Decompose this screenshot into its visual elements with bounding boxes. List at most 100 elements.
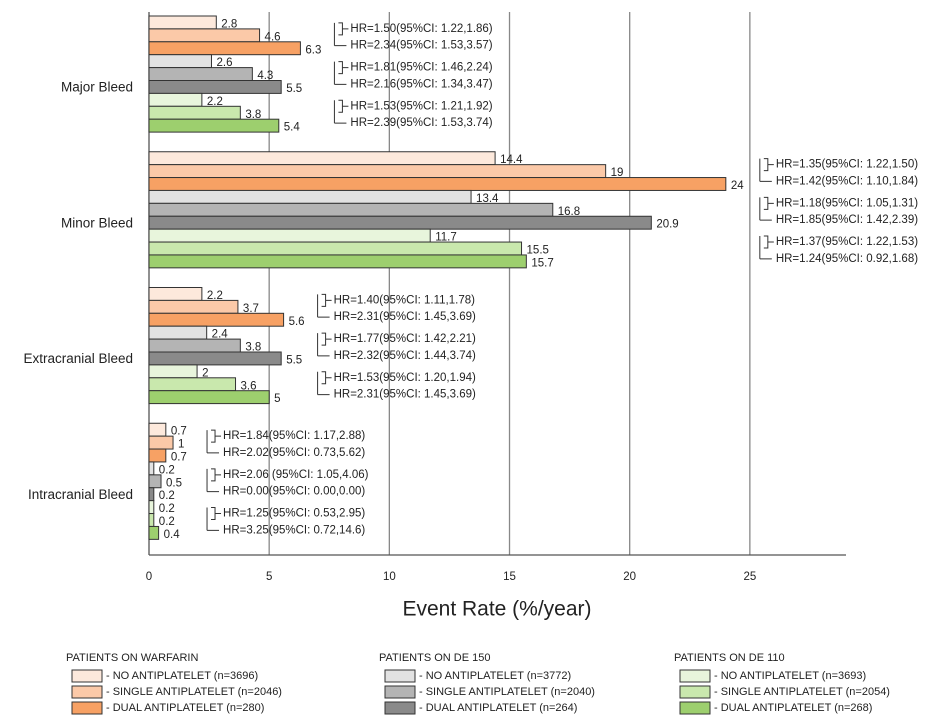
bar <box>148 92 203 107</box>
value-label: 6.3 <box>305 44 321 56</box>
category-label: Intracranial Bleed <box>28 487 133 502</box>
bar <box>148 189 472 204</box>
value-label: 24 <box>731 180 744 192</box>
bar <box>148 80 282 94</box>
hr-annotation: HR=1.37(95%CI: 1.22,1.53) <box>776 236 918 248</box>
bar <box>148 254 527 269</box>
category-label: Major Bleed <box>61 80 133 95</box>
value-label: 5.6 <box>289 316 305 328</box>
bracket <box>759 158 774 182</box>
bar <box>148 228 431 243</box>
value-label: 16.8 <box>558 206 580 218</box>
legend-label: - SINGLE ANTIPLATELET (n=2054) <box>714 686 890 698</box>
bar <box>148 241 523 256</box>
hr-annotation: HR=2.31(95%CI: 1.45,3.69) <box>334 311 476 323</box>
hr-annotation: HR=2.06 (95%CI: 1.05,4.06) <box>223 469 369 481</box>
value-label: 11.7 <box>435 232 457 244</box>
bar <box>148 15 217 30</box>
legend-swatch <box>384 701 416 715</box>
value-label: 4.3 <box>257 70 273 82</box>
value-label: 15.5 <box>527 245 549 257</box>
bar <box>148 435 174 450</box>
value-label: 3.7 <box>243 303 259 315</box>
value-label: 4.6 <box>265 31 281 43</box>
legend-group-title: PATIENTS ON WARFARIN <box>66 652 198 664</box>
hr-annotation: HR=0.00(95%CI: 0.00,0.00) <box>223 486 365 498</box>
hr-annotation: HR=2.16(95%CI: 1.34,3.47) <box>350 78 492 90</box>
hr-annotation: HR=1.77(95%CI: 1.42,2.21) <box>334 333 476 345</box>
value-label: 0.2 <box>159 503 175 515</box>
legend-group-title: PATIENTS ON DE 150 <box>379 652 490 664</box>
legend-swatch <box>384 685 416 699</box>
value-label: 2.8 <box>221 18 237 30</box>
bracket <box>317 293 332 318</box>
value-label: 20.9 <box>656 219 678 231</box>
bar <box>148 287 203 301</box>
hr-annotation: HR=2.02(95%CI: 0.73,5.62) <box>223 447 365 459</box>
bar <box>148 67 253 81</box>
category-label: Extracranial Bleed <box>23 351 133 366</box>
category-label: Minor Bleed <box>61 215 133 230</box>
hr-annotation: HR=2.39(95%CI: 1.53,3.74) <box>350 117 492 129</box>
value-label: 13.4 <box>476 193 499 205</box>
hr-annotation: HR=1.18(95%CI: 1.05,1.31) <box>776 197 918 209</box>
value-label: 3.6 <box>241 380 257 392</box>
bracket <box>206 507 222 531</box>
legend-swatch <box>679 669 711 683</box>
value-label: 0.2 <box>159 464 175 476</box>
value-label: 2.2 <box>207 96 223 108</box>
bar <box>148 474 162 489</box>
bracket <box>759 235 774 260</box>
bar <box>148 164 607 179</box>
bar <box>148 177 727 191</box>
hr-annotation: HR=1.53(95%CI: 1.20,1.94) <box>334 372 476 384</box>
bracket <box>759 196 774 221</box>
value-label: 1 <box>178 439 184 451</box>
value-label: 15.7 <box>531 257 553 269</box>
value-label: 14.4 <box>500 154 523 166</box>
legend-label: - DUAL ANTIPLATELET (n=280) <box>106 702 264 714</box>
bar <box>148 487 155 502</box>
hr-annotation: HR=2.32(95%CI: 1.44,3.74) <box>334 350 476 362</box>
value-label: 2 <box>202 367 208 379</box>
legend-label: - NO ANTIPLATELET (n=3693) <box>714 670 866 682</box>
legend-swatch <box>71 669 103 683</box>
value-label: 5.4 <box>284 122 301 134</box>
legend-label: - SINGLE ANTIPLATELET (n=2046) <box>106 686 282 698</box>
value-label: 19 <box>611 167 624 179</box>
bar <box>148 28 261 43</box>
bar <box>148 364 198 379</box>
legend-label: - DUAL ANTIPLATELET (n=268) <box>714 702 872 714</box>
hr-annotation: HR=1.25(95%CI: 0.53,2.95) <box>223 508 365 520</box>
hr-annotation: HR=1.53(95%CI: 1.21,1.92) <box>350 100 492 112</box>
hr-annotation: HR=2.31(95%CI: 1.45,3.69) <box>334 389 476 401</box>
hr-annotation: HR=1.50(95%CI: 1.22,1.86) <box>350 23 492 35</box>
bar <box>148 299 239 314</box>
bar <box>148 525 160 540</box>
value-label: 0.5 <box>166 477 182 489</box>
bracket <box>333 61 349 85</box>
value-label: 0.2 <box>159 516 175 528</box>
value-label: 5.5 <box>286 83 302 95</box>
hr-annotation: HR=1.24(95%CI: 0.92,1.68) <box>776 253 918 265</box>
x-tick-label: 20 <box>623 571 636 583</box>
bar <box>148 448 167 463</box>
value-label: 3.8 <box>245 109 261 121</box>
x-tick-label: 0 <box>146 571 152 583</box>
bar <box>148 351 282 366</box>
value-label: 0.7 <box>171 426 187 438</box>
legend-group-title: PATIENTS ON DE 110 <box>674 652 785 664</box>
value-label: 2.2 <box>207 290 223 302</box>
x-tick-label: 25 <box>743 571 756 583</box>
legend-label: - DUAL ANTIPLATELET (n=264) <box>419 702 577 714</box>
bracket <box>333 22 349 47</box>
value-label: 0.7 <box>171 452 187 464</box>
bar <box>148 215 652 230</box>
bar <box>148 325 208 340</box>
hr-annotation: HR=2.34(95%CI: 1.53,3.57) <box>350 40 492 52</box>
bar <box>148 377 237 392</box>
legend-label: - SINGLE ANTIPLATELET (n=2040) <box>419 686 595 698</box>
bar <box>148 151 496 166</box>
bar <box>148 422 167 437</box>
